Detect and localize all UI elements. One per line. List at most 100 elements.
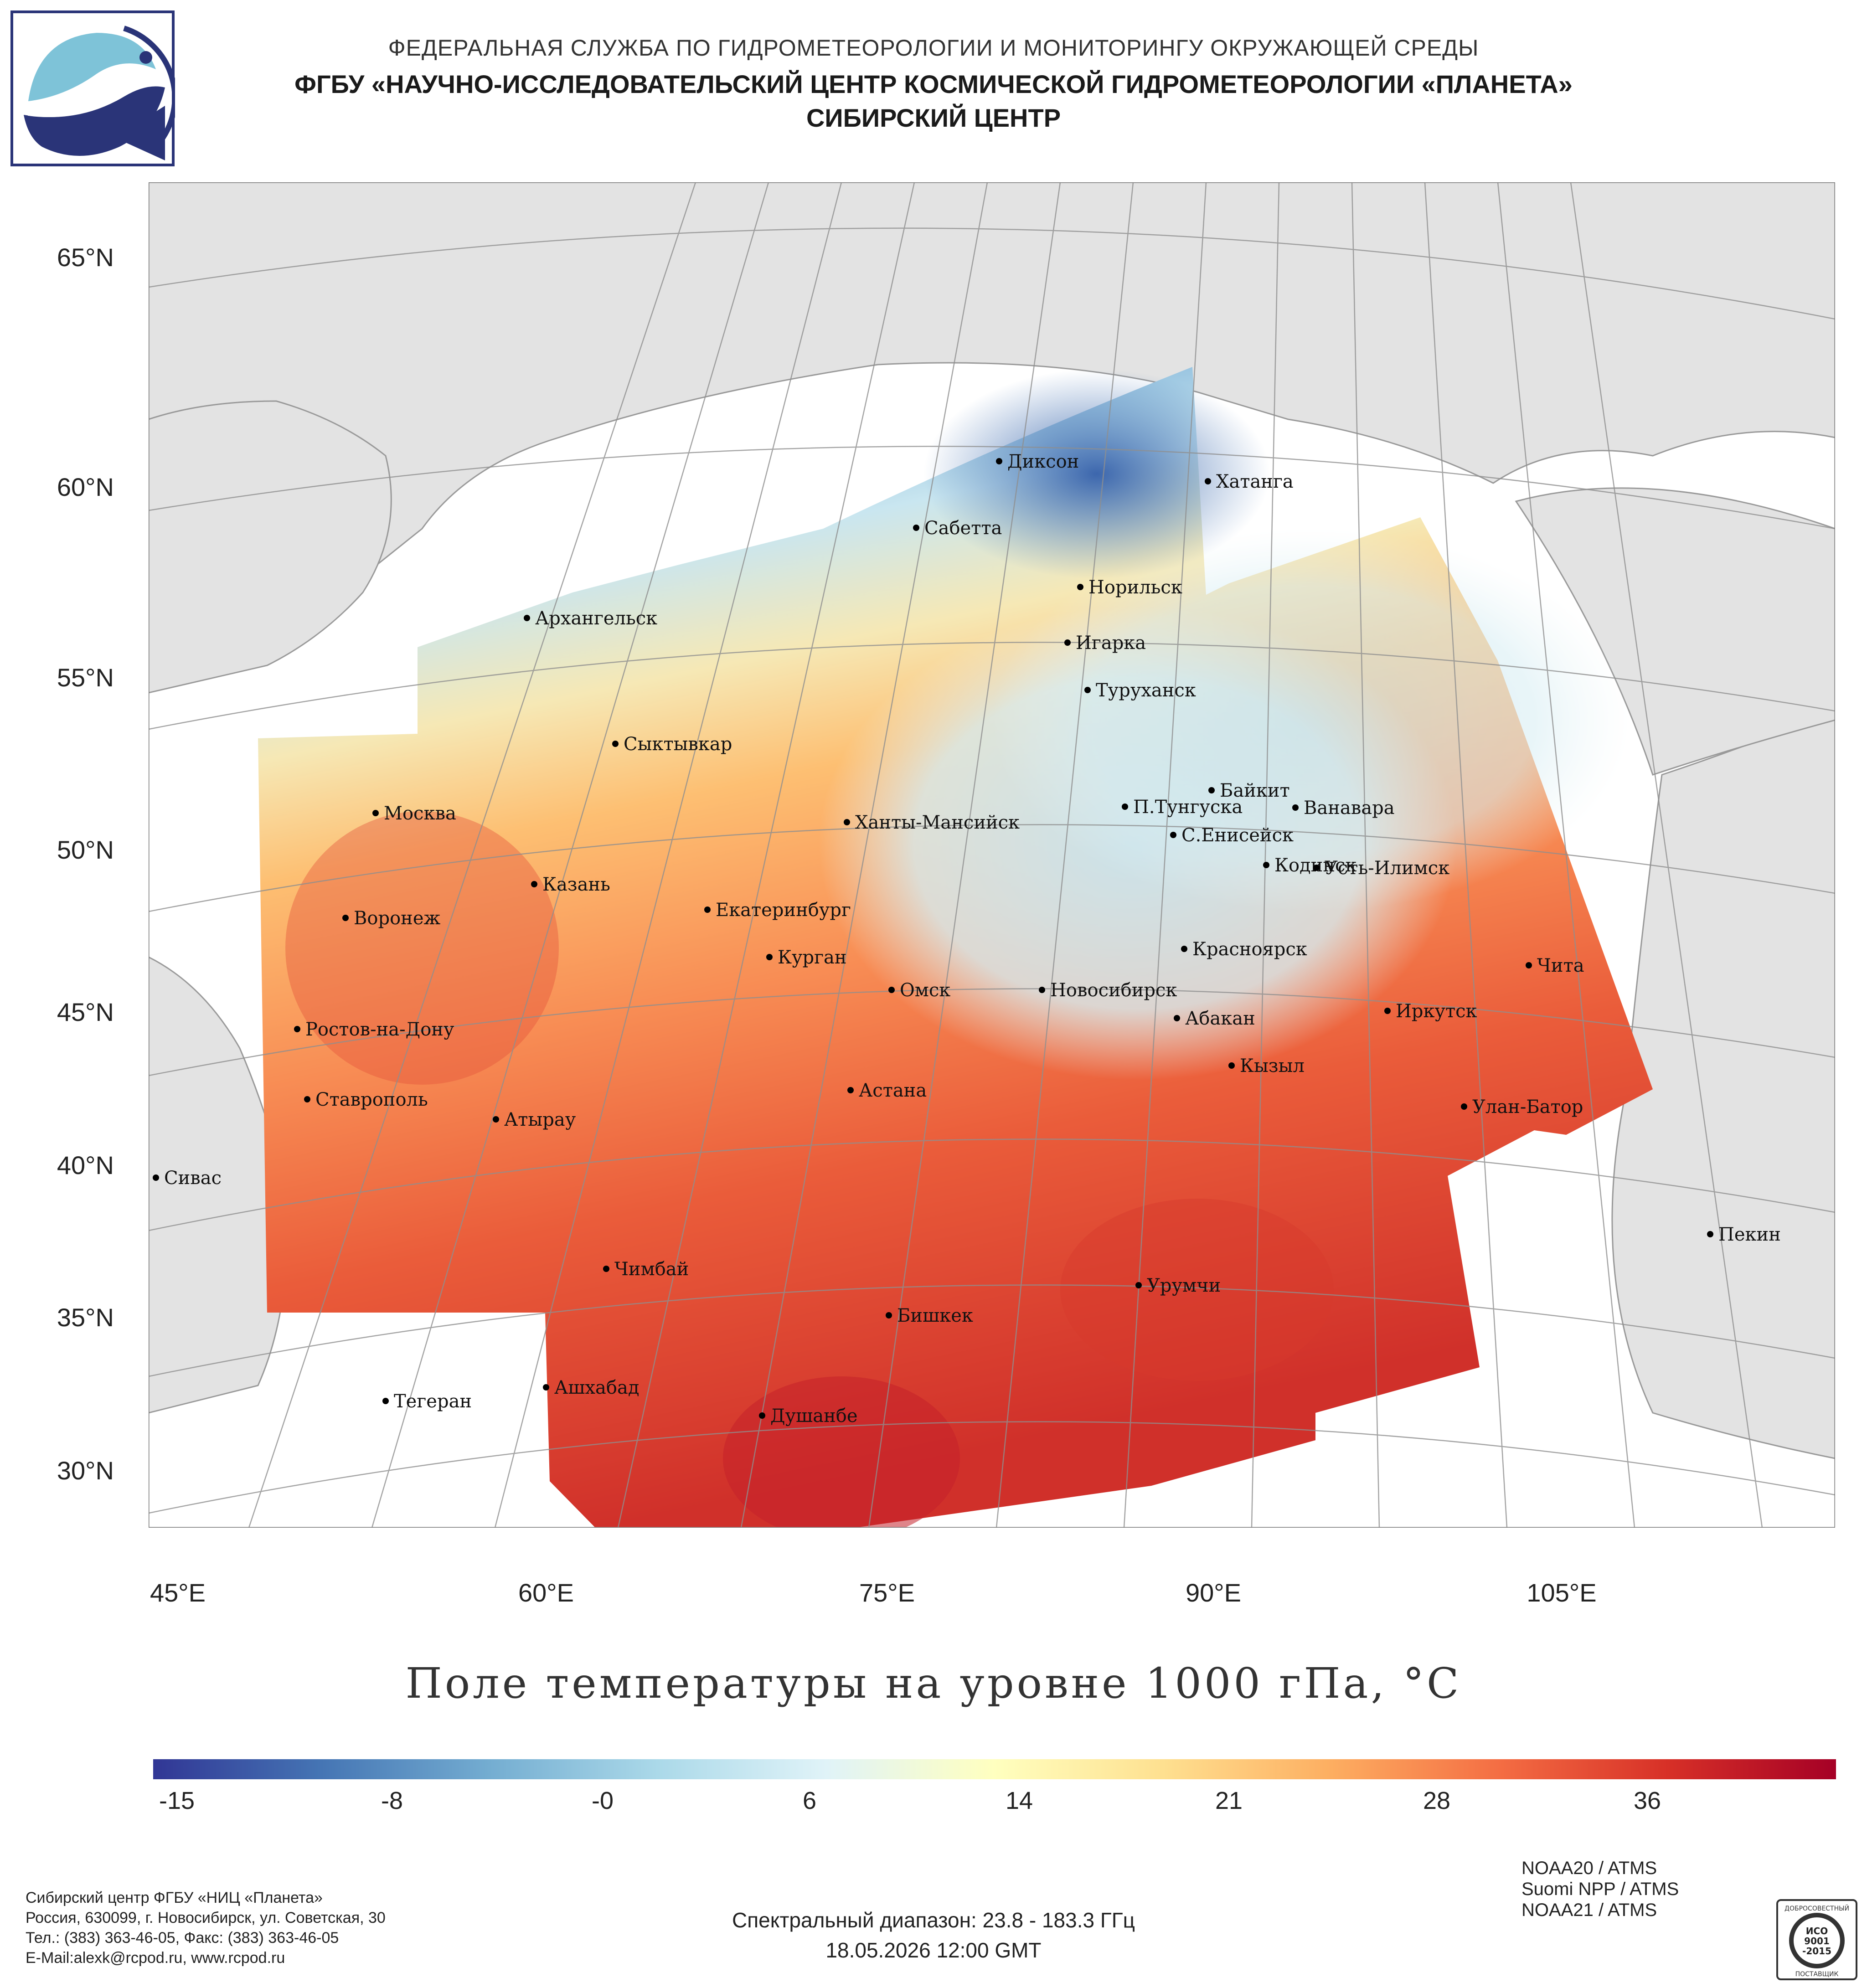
city-marker: Сивас [153, 1168, 222, 1189]
svg-text:9001: 9001 [1804, 1936, 1830, 1947]
observation-datetime: 18.05.2026 12:00 GMT [825, 1938, 1042, 1962]
header-institute: ФГБУ «НАУЧНО-ИССЛЕДОВАТЕЛЬСКИЙ ЦЕНТР КОС… [294, 70, 1573, 98]
city-marker: П.Тунгуска [1122, 797, 1243, 818]
city-marker: Ванавара [1292, 798, 1395, 819]
city-marker: Байкит [1208, 780, 1290, 801]
footer-info: Спектральный диапазон: 23.8 - 183.3 ГГц … [0, 1905, 1867, 1965]
lat-label-60: 60°N [57, 473, 114, 501]
satellite-list: NOAA20 / ATMS Suomi NPP / ATMS NOAA21 / … [1521, 1858, 1679, 1921]
svg-text:Москва: Москва [384, 803, 456, 824]
header-center: СИБИРСКИЙ ЦЕНТР [806, 103, 1061, 132]
temperature-field [258, 367, 1653, 1528]
lat-label-30: 30°N [57, 1456, 114, 1485]
city-marker: Курган [766, 947, 847, 968]
svg-text:П.Тунгуска: П.Тунгуска [1133, 797, 1243, 818]
colorbar-label: 14 [1005, 1787, 1033, 1814]
lat-label-65: 65°N [57, 243, 114, 272]
map-title: Поле температуры на уровне 1000 гПа, °C [405, 1659, 1462, 1708]
city-marker: Чимбай [603, 1259, 689, 1280]
svg-text:Ханты-Мансийск: Ханты-Мансийск [855, 812, 1020, 833]
svg-text:Бишкек: Бишкек [897, 1305, 973, 1326]
svg-text:Усть-Илимск: Усть-Илимск [1325, 858, 1449, 879]
city-marker: Сабетта [913, 518, 1002, 539]
city-marker: Тегеран [382, 1391, 472, 1412]
city-marker: Ханты-Мансийск [844, 812, 1020, 833]
city-marker: Ростов-на-Дону [294, 1019, 454, 1040]
city-marker: Норильск [1077, 577, 1182, 598]
svg-text:ПОСТАВЩИК: ПОСТАВЩИК [1795, 1971, 1839, 1978]
city-marker: Ашхабад [543, 1377, 639, 1398]
city-marker: Бишкек [886, 1305, 973, 1326]
svg-text:ИСО: ИСО [1806, 1926, 1828, 1936]
lat-label-35: 35°N [57, 1303, 114, 1332]
lon-label-60: 60°E [518, 1578, 574, 1607]
svg-text:-2015: -2015 [1802, 1946, 1831, 1957]
svg-text:С.Енисейск: С.Енисейск [1181, 825, 1294, 846]
svg-text:Екатеринбург: Екатеринбург [716, 900, 851, 921]
city-marker: Воронеж [342, 908, 440, 929]
colorbar-label: -15 [159, 1787, 195, 1814]
footer-address: Россия, 630099, г. Новосибирск, ул. Сове… [26, 1909, 386, 1926]
footer-contacts: Сибирский центр ФГБУ «НИЦ «Планета» Росс… [26, 1888, 386, 1968]
temperature-map: Диксон Хатанга Сабетта Норильск Архангел… [149, 182, 1835, 1528]
svg-text:Туруханск: Туруханск [1096, 680, 1196, 701]
svg-text:Улан-Батор: Улан-Батор [1472, 1097, 1583, 1118]
svg-text:Архангельск: Архангельск [535, 608, 657, 629]
city-marker: Туруханск [1084, 680, 1196, 701]
svg-text:Игарка: Игарка [1076, 633, 1146, 654]
lat-label-45: 45°N [57, 998, 114, 1026]
city-marker: Новосибирск [1039, 980, 1177, 1001]
city-marker: Москва [372, 803, 456, 824]
lon-label-45: 45°E [150, 1578, 206, 1607]
svg-text:Душанбе: Душанбе [770, 1406, 858, 1427]
spectral-range: Спектральный диапазон: 23.8 - 183.3 ГГц [732, 1908, 1135, 1932]
city-marker: Хатанга [1205, 471, 1294, 492]
city-marker: Омск [888, 980, 950, 1001]
svg-text:Омск: Омск [900, 980, 950, 1001]
svg-text:Ростов-на-Дону: Ростов-на-Дону [305, 1019, 454, 1040]
svg-text:Красноярск: Красноярск [1192, 939, 1307, 960]
graticule [149, 182, 1835, 1528]
land-scandinavia [149, 400, 392, 694]
city-marker: Душанбе [759, 1406, 858, 1427]
svg-text:Хатанга: Хатанга [1216, 471, 1294, 492]
city-marker: Ставрополь [304, 1089, 428, 1110]
city-marker: Пекин [1707, 1224, 1781, 1245]
city-marker: Архангельск [524, 608, 657, 629]
footer-phone: Тел.: (383) 363-46-05, Факс: (383) 363-4… [26, 1929, 339, 1947]
colorbar-label: -8 [381, 1787, 403, 1814]
svg-text:Чита: Чита [1537, 955, 1584, 976]
svg-text:Сабетта: Сабетта [924, 518, 1002, 539]
svg-text:Казань: Казань [542, 874, 610, 895]
city-marker: Сыктывкар [612, 734, 732, 755]
svg-text:Ставрополь: Ставрополь [315, 1089, 428, 1110]
svg-text:Иркутск: Иркутск [1396, 1001, 1477, 1022]
city-marker: Казань [531, 874, 610, 895]
city-marker: Усть-Илимск [1313, 858, 1449, 879]
svg-text:Курган: Курган [778, 947, 847, 968]
lat-label-55: 55°N [57, 663, 114, 692]
svg-text:Урумчи: Урумчи [1147, 1275, 1221, 1296]
svg-text:Кызыл: Кызыл [1240, 1056, 1305, 1076]
city-marker: Урумчи [1135, 1275, 1221, 1296]
planeta-logo [10, 10, 175, 166]
satellite-item: Suomi NPP / ATMS [1521, 1879, 1679, 1899]
lon-label-75: 75°E [859, 1578, 915, 1607]
svg-text:Ашхабад: Ашхабад [554, 1377, 639, 1398]
svg-text:Диксон: Диксон [1007, 451, 1079, 472]
city-marker: Чита [1526, 955, 1584, 976]
svg-text:Астана: Астана [859, 1080, 927, 1101]
svg-text:Чимбай: Чимбай [614, 1259, 689, 1280]
colorbar-label: 6 [802, 1787, 817, 1814]
svg-text:Пекин: Пекин [1718, 1224, 1781, 1245]
footer-email: E-Mail:alexk@rcpod.ru, www.rcpod.ru [26, 1949, 285, 1967]
svg-text:Сыктывкар: Сыктывкар [624, 734, 732, 755]
svg-text:Тегеран: Тегеран [394, 1391, 472, 1412]
colorbar [153, 1759, 1836, 1779]
satellite-item: NOAA21 / ATMS [1521, 1900, 1657, 1920]
city-marker: Абакан [1174, 1008, 1255, 1029]
svg-text:Байкит: Байкит [1220, 780, 1290, 801]
colorbar-label: 36 [1633, 1787, 1661, 1814]
cities-layer: Диксон Хатанга Сабетта Норильск Архангел… [153, 451, 1781, 1427]
satellite-item: NOAA20 / ATMS [1521, 1858, 1657, 1878]
